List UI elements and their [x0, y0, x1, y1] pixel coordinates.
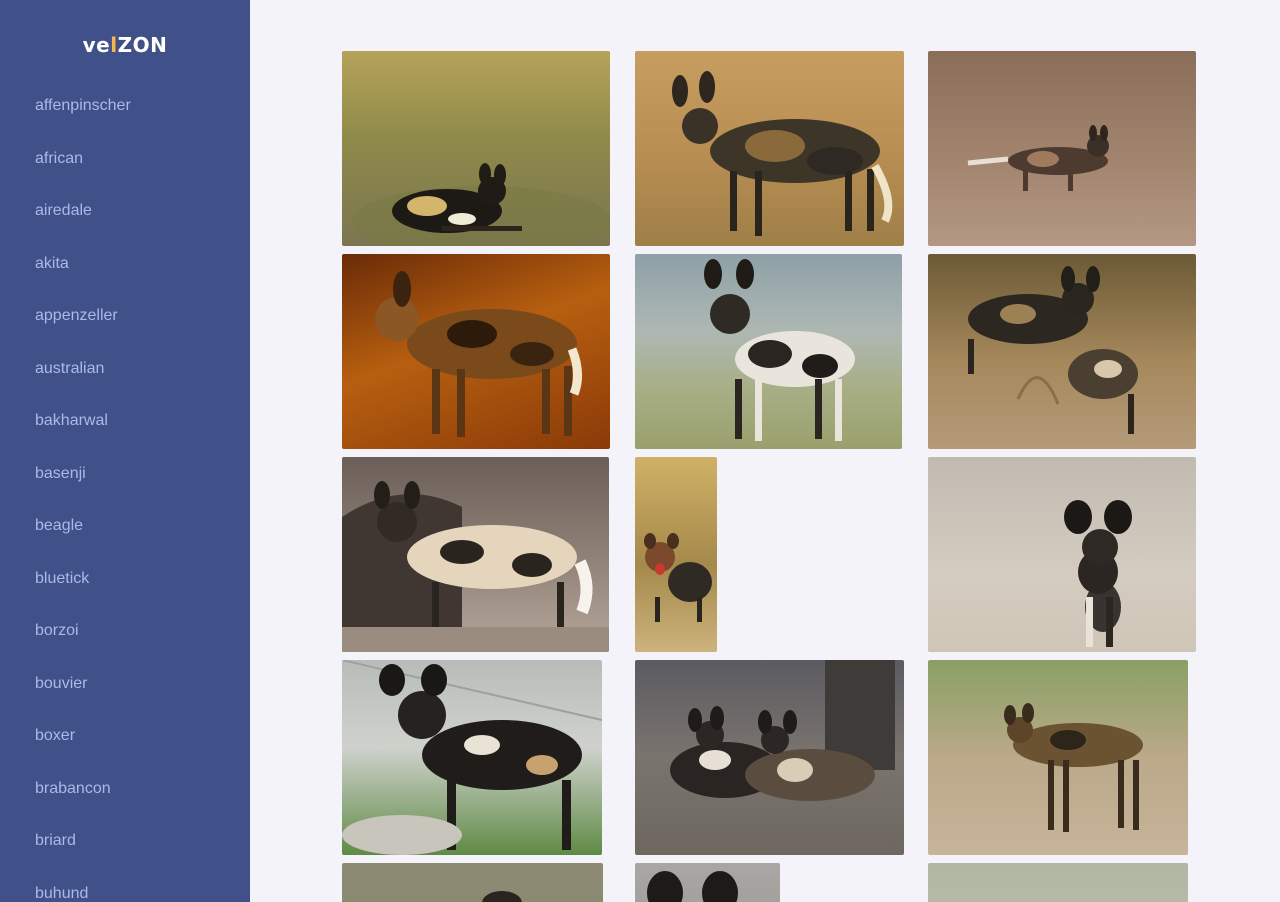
gallery-image[interactable] [342, 51, 610, 246]
sidebar-item-australian[interactable]: australian [0, 343, 250, 396]
sidebar-item-bluetick[interactable]: bluetick [0, 553, 250, 606]
dog-photo-graphic [928, 51, 1196, 246]
sidebar-item-akita[interactable]: akita [0, 238, 250, 291]
main-content [250, 0, 1280, 902]
dog-photo-graphic [928, 660, 1188, 855]
dog-image-gallery [342, 51, 1197, 902]
brand-logo[interactable]: velZON [0, 30, 250, 60]
sidebar-item-basenji[interactable]: basenji [0, 448, 250, 501]
dog-photo-graphic [928, 457, 1196, 652]
dog-photo-graphic [342, 660, 602, 855]
gallery-image[interactable] [635, 660, 904, 855]
gallery-image[interactable] [342, 863, 603, 902]
gallery-image[interactable] [928, 254, 1196, 449]
dog-photo-graphic [928, 254, 1196, 449]
sidebar-item-bouvier[interactable]: bouvier [0, 658, 250, 711]
gallery-image[interactable] [928, 457, 1196, 652]
sidebar-item-boxer[interactable]: boxer [0, 710, 250, 763]
gallery-image[interactable] [928, 863, 1188, 902]
sidebar-item-african[interactable]: african [0, 133, 250, 186]
dog-photo-graphic [635, 51, 904, 246]
gallery-image[interactable] [635, 863, 780, 902]
sidebar-item-affenpinscher[interactable]: affenpinscher [0, 80, 250, 133]
gallery-image[interactable] [635, 457, 717, 652]
sidebar-item-buhund[interactable]: buhund [0, 868, 250, 902]
dog-photo-graphic [342, 863, 603, 902]
sidebar-item-appenzeller[interactable]: appenzeller [0, 290, 250, 343]
dog-photo-graphic [635, 254, 902, 449]
dog-photo-graphic [342, 254, 610, 449]
sidebar-item-borzoi[interactable]: borzoi [0, 605, 250, 658]
dog-photo-graphic [928, 863, 1188, 902]
sidebar: velZON affenpinscher african airedale ak… [0, 0, 250, 902]
dog-photo-graphic [635, 660, 904, 855]
brand-logo-text: velZON [83, 33, 168, 57]
gallery-image[interactable] [928, 51, 1196, 246]
dog-photo-graphic [635, 457, 717, 652]
gallery-image[interactable] [342, 457, 609, 652]
gallery-image[interactable] [342, 660, 602, 855]
gallery-image[interactable] [635, 51, 904, 246]
dog-photo-graphic [342, 457, 609, 652]
sidebar-item-brabancon[interactable]: brabancon [0, 763, 250, 816]
sidebar-item-bakharwal[interactable]: bakharwal [0, 395, 250, 448]
gallery-image[interactable] [928, 660, 1188, 855]
sidebar-item-beagle[interactable]: beagle [0, 500, 250, 553]
gallery-image[interactable] [342, 254, 610, 449]
sidebar-item-airedale[interactable]: airedale [0, 185, 250, 238]
gallery-image[interactable] [635, 254, 902, 449]
sidebar-item-briard[interactable]: briard [0, 815, 250, 868]
breed-nav: affenpinscher african airedale akita app… [0, 80, 250, 902]
dog-photo-graphic [635, 863, 780, 902]
dog-photo-graphic [342, 51, 610, 246]
